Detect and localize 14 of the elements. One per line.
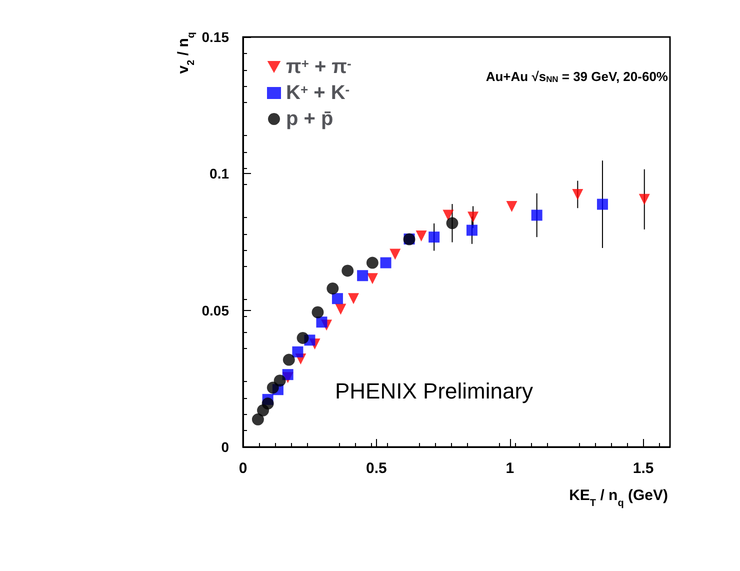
y-tick-label: 0.05 xyxy=(202,302,230,318)
x-tick-label: 0 xyxy=(238,460,248,477)
legend-label: π+ + π- xyxy=(286,56,352,78)
x-axis-title: KE$_{T}$ / n$_{q}$ (GeV) xyxy=(569,487,668,508)
x-tick-label: 1.5 xyxy=(632,460,654,477)
y-tick-label: 0.1 xyxy=(210,166,230,182)
annotation: Au+Au √sNN = 39 GeV, 20-60% xyxy=(486,69,668,84)
legend-label: p + p̄ xyxy=(286,108,334,130)
y-tick-label: 0 xyxy=(221,439,230,455)
x-tick-label: 0.5 xyxy=(366,460,387,477)
y-tick-label: 0.15 xyxy=(202,29,230,45)
annotation: PHENIX Preliminary xyxy=(335,378,534,404)
legend-label: K+ + K- xyxy=(286,82,350,104)
x-tick-label: 1 xyxy=(506,460,514,477)
